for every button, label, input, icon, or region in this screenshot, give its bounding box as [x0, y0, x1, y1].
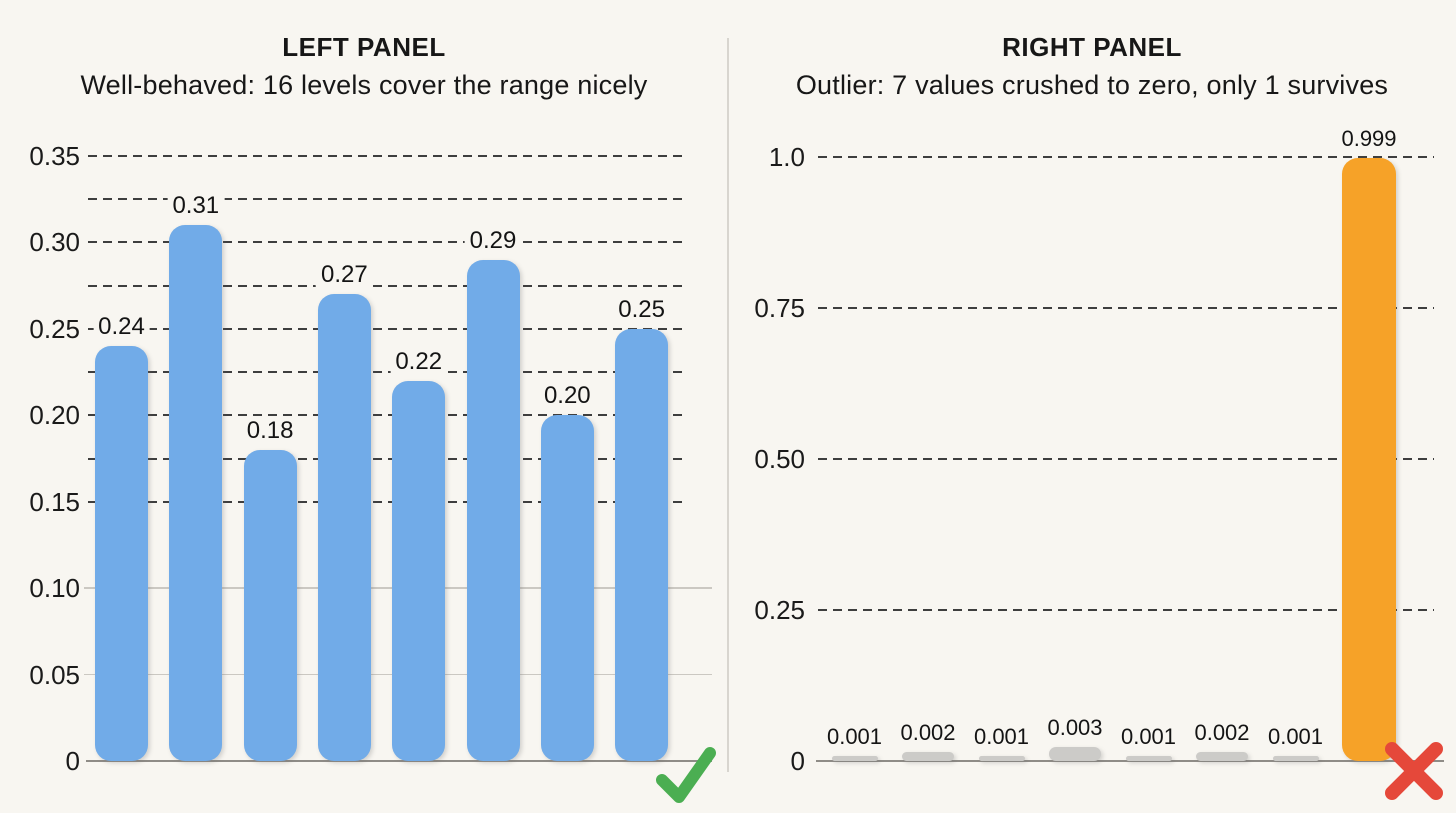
bar-value-label: 0.001: [1115, 722, 1182, 752]
bar-value-label: 0.001: [968, 722, 1035, 752]
gridline-dashed: [818, 156, 1434, 158]
gridline-dashed: [88, 500, 682, 503]
y-axis-tick-label: 0: [65, 746, 80, 776]
bar: [95, 346, 148, 761]
bar-value-label: 0.999: [1336, 123, 1402, 154]
y-axis-tick-label: 0.05: [29, 659, 80, 690]
y-axis-tick-label: 0.25: [754, 595, 805, 625]
gridline-dashed: [88, 198, 682, 201]
x-axis-baseline: [86, 760, 712, 762]
bar-value-label: 0.29: [464, 225, 522, 256]
bar: [540, 415, 594, 761]
bar: [831, 756, 878, 761]
gridline-dashed: [88, 414, 682, 417]
cross-icon: [1385, 742, 1443, 800]
gridline-dashed: [88, 327, 682, 330]
gridline-dashed: [88, 155, 682, 157]
y-axis-tick-label: 0.10: [29, 573, 80, 604]
bar: [902, 751, 954, 761]
bar-value-label: 0.27: [316, 260, 373, 291]
bar-value-label: 0.002: [895, 717, 961, 748]
left-plot-area: 0 0.05 0.10 0.15 0.20 0.25 0.30 0.35 0.24 0.31 0.1…: [29, 141, 712, 776]
gridline-dashed: [88, 241, 682, 244]
y-axis-tick-label: 0.25: [29, 313, 80, 344]
bar: [615, 328, 669, 761]
right-panel: RIGHT PANEL Outlier: 7 values crushed to…: [728, 0, 1456, 813]
bar: [392, 380, 446, 761]
bar-value-label: 0.002: [1189, 717, 1255, 748]
y-axis-tick-label: 0.50: [754, 444, 805, 474]
bar: [1342, 157, 1396, 761]
bar: [466, 259, 520, 761]
bar: [243, 449, 297, 761]
bar-value-label: 0.001: [1262, 722, 1329, 752]
gridline-dashed: [88, 371, 682, 374]
bar-value-label: 0.31: [167, 191, 225, 222]
right-plot-area: 0 0.25 0.50 0.75 1.0 0.001 0.002 0.001 0.003 0.00…: [728, 0, 1456, 813]
right-panel-subtitle: Outlier: 7 values crushed to zero, only …: [795, 70, 1389, 100]
bar: [1125, 756, 1172, 761]
gridline-dashed: [88, 457, 682, 460]
bar-value-label: 0.20: [538, 381, 596, 412]
bar-value-label: 0.001: [821, 722, 888, 752]
bar-value-label: 0.22: [390, 346, 448, 377]
x-axis-baseline: [816, 760, 1444, 762]
gridline-dashed: [818, 307, 1434, 309]
y-axis-tick-label: 1.0: [768, 142, 805, 172]
bar: [1049, 747, 1101, 761]
bar: [317, 294, 371, 761]
bar-value-label: 0.18: [241, 415, 299, 446]
y-axis-tick-label: 0.15: [29, 486, 80, 517]
y-axis-tick-label: 0.35: [29, 141, 80, 171]
bar: [169, 225, 223, 761]
gridline-dashed: [88, 284, 682, 287]
y-axis-tick-label: 0: [790, 746, 805, 776]
gridline-dashed: [818, 458, 1434, 460]
left-panel-title: LEFT PANEL: [282, 32, 446, 62]
bar-value-label: 0.24: [93, 312, 150, 343]
left-panel: LEFT PANEL Well-behaved: 16 levels cover…: [29, 32, 716, 803]
right-panel-title: RIGHT PANEL: [1002, 32, 1182, 62]
bar: [1196, 751, 1248, 761]
y-axis-tick-label: 0.30: [29, 227, 80, 258]
bar: [978, 756, 1025, 761]
y-axis-tick-label: 0.20: [29, 400, 80, 431]
left-panel-subtitle: Well-behaved: 16 levels cover the range …: [80, 70, 648, 100]
bar-value-label: 0.003: [1042, 713, 1108, 743]
y-axis-tick-label: 0.75: [754, 293, 805, 323]
panel-divider: [727, 38, 729, 772]
bar: [1272, 756, 1319, 761]
checkmark-icon: [656, 747, 716, 803]
bar-value-label: 0.25: [613, 294, 670, 325]
gridline-dashed: [818, 609, 1434, 611]
